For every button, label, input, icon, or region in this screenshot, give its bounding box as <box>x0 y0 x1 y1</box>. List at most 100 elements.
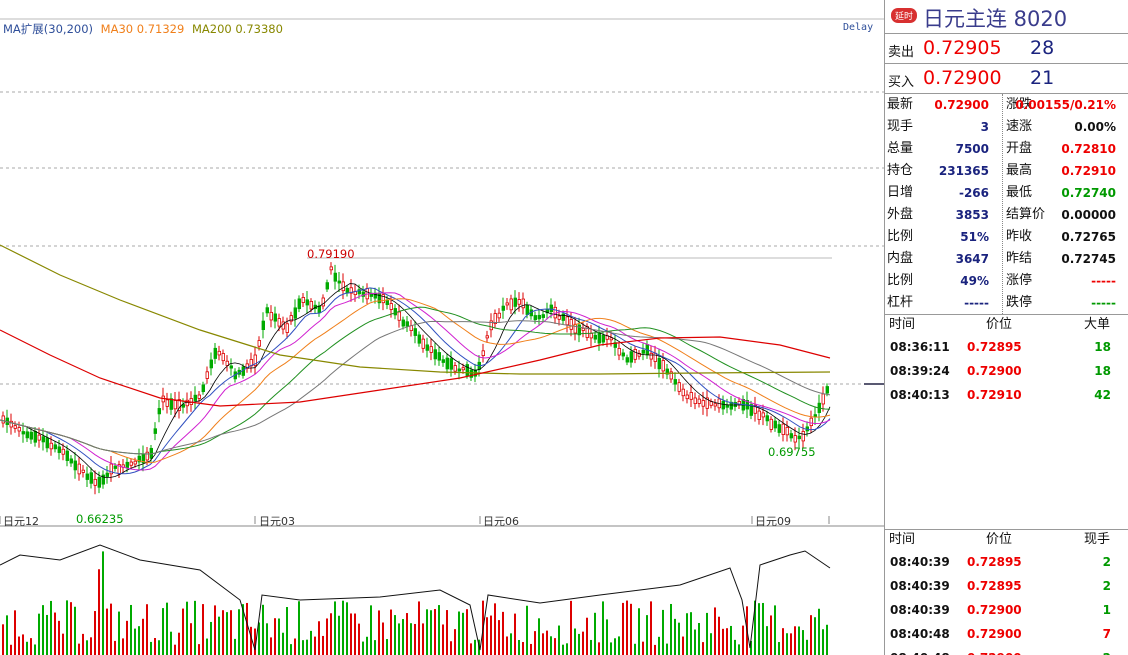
stat-left-6: 比例 51% <box>885 226 1003 248</box>
candle-body <box>413 328 417 336</box>
stat-right-5: 结算价 0.00000 <box>1004 204 1122 226</box>
candle-body <box>13 425 17 429</box>
candle-body <box>637 353 641 357</box>
candle-body <box>509 298 513 311</box>
candle-body <box>37 434 41 441</box>
candle-body <box>157 408 161 415</box>
stat-key: 昨收 <box>1006 229 1033 244</box>
stat-value: 7500 <box>955 142 989 156</box>
candle-body <box>229 365 233 369</box>
candle-body <box>417 334 421 344</box>
candle-body <box>425 344 429 351</box>
candle-body <box>657 357 661 370</box>
candle-body <box>61 448 65 455</box>
candle-body <box>17 427 21 432</box>
kline-chart-svg[interactable] <box>0 0 884 655</box>
stat-left-5: 外盘 3853 <box>885 204 1003 226</box>
candle-body <box>673 379 677 385</box>
candle-body <box>173 400 177 410</box>
candle-body <box>569 319 573 330</box>
bid-row[interactable]: 买入 0.72900 21 <box>885 64 1128 94</box>
header-price: 价位 <box>986 532 1013 547</box>
candle-body <box>557 315 561 320</box>
candle-body <box>685 394 689 400</box>
stat-right-8: 涨停 ----- <box>1004 270 1122 292</box>
stat-left-8: 比例 49% <box>885 270 1003 292</box>
candle-body <box>665 368 669 375</box>
tick-row[interactable]: 08:40:39 0.72900 1 <box>885 598 1128 622</box>
candle-body <box>485 335 489 339</box>
candle-body <box>153 428 157 434</box>
candle-body <box>273 313 277 322</box>
candle-body <box>457 368 461 372</box>
candle-body <box>293 307 297 319</box>
candle-body <box>689 392 693 400</box>
candle-body <box>389 303 393 310</box>
candle-body <box>765 415 769 422</box>
moving-average-line <box>0 292 831 471</box>
delay-label: Delay <box>843 22 874 33</box>
row-price: 0.72900 <box>967 603 1022 617</box>
big-order-row[interactable]: 08:36:11 0.72895 18 <box>885 335 1128 359</box>
bid-label: 买入 <box>888 75 915 90</box>
quote-panel: 延时 日元主连 8020 卖出 0.72905 28 买入 0.72900 21… <box>884 0 1128 655</box>
candle-body <box>209 359 213 369</box>
stat-key: 开盘 <box>1006 141 1033 156</box>
big-order-row[interactable]: 08:40:13 0.72910 42 <box>885 383 1128 407</box>
candle-body <box>73 460 77 471</box>
candle-body <box>753 404 757 414</box>
row-price: 0.72910 <box>967 388 1022 402</box>
moving-average-line <box>0 287 831 475</box>
candle-body <box>49 442 53 450</box>
candle-body <box>677 382 681 392</box>
tick-row[interactable]: 08:40:48 0.72900 2 <box>885 646 1128 655</box>
row-qty: 42 <box>1094 388 1111 402</box>
candle-body <box>21 431 25 435</box>
candle-body <box>133 460 137 465</box>
stat-value: 0.00% <box>1074 120 1116 134</box>
ask-row[interactable]: 卖出 0.72905 28 <box>885 34 1128 64</box>
candle-body <box>581 327 585 331</box>
tick-row[interactable]: 08:40:39 0.72895 2 <box>885 574 1128 598</box>
tick-row[interactable]: 08:40:48 0.72900 7 <box>885 622 1128 646</box>
row-qty: 2 <box>1102 579 1111 593</box>
stat-right-4: 最低 0.72740 <box>1004 182 1122 204</box>
candle-body <box>497 312 501 319</box>
tick-table: 时间 价位 现手 08:40:39 0.72895 2 08:40:39 0.72895… <box>885 530 1128 655</box>
candle-body <box>421 338 425 349</box>
header-time: 时间 <box>889 317 916 332</box>
row-time: 08:40:39 <box>890 579 950 593</box>
big-order-header: 时间 价位 大单 <box>885 315 1128 335</box>
candle-body <box>761 412 765 418</box>
x-axis-label: 日元12 <box>3 515 39 528</box>
row-qty: 18 <box>1094 340 1111 354</box>
stat-value: 49% <box>960 274 989 288</box>
big-order-row[interactable]: 08:39:24 0.72900 18 <box>885 359 1128 383</box>
candle-body <box>309 300 313 310</box>
candle-body <box>325 282 329 290</box>
candle-body <box>809 417 813 427</box>
row-qty: 1 <box>1102 603 1111 617</box>
row-price: 0.72895 <box>967 340 1022 354</box>
candle-body <box>177 399 181 411</box>
candle-body <box>649 352 653 360</box>
candle-body <box>25 431 29 439</box>
stat-key: 比例 <box>887 273 914 288</box>
tick-row[interactable]: 08:40:39 0.72895 2 <box>885 550 1128 574</box>
stat-key: 总量 <box>887 141 914 156</box>
candle-body <box>109 463 113 475</box>
candle-body <box>9 420 13 428</box>
candle-body <box>801 431 805 442</box>
candle-body <box>253 354 257 366</box>
candle-body <box>501 305 505 311</box>
candle-body <box>453 365 457 372</box>
candle-body <box>269 311 273 321</box>
candle-body <box>721 400 725 410</box>
candle-body <box>221 353 225 362</box>
candle-body <box>533 315 537 321</box>
candle-body <box>505 302 509 306</box>
candle-body <box>813 414 817 418</box>
candle-body <box>57 446 61 453</box>
candle-body <box>301 297 305 303</box>
kline-chart[interactable]: MA扩展(30,200) MA30 0.71329 MA200 0.73380 … <box>0 0 884 655</box>
